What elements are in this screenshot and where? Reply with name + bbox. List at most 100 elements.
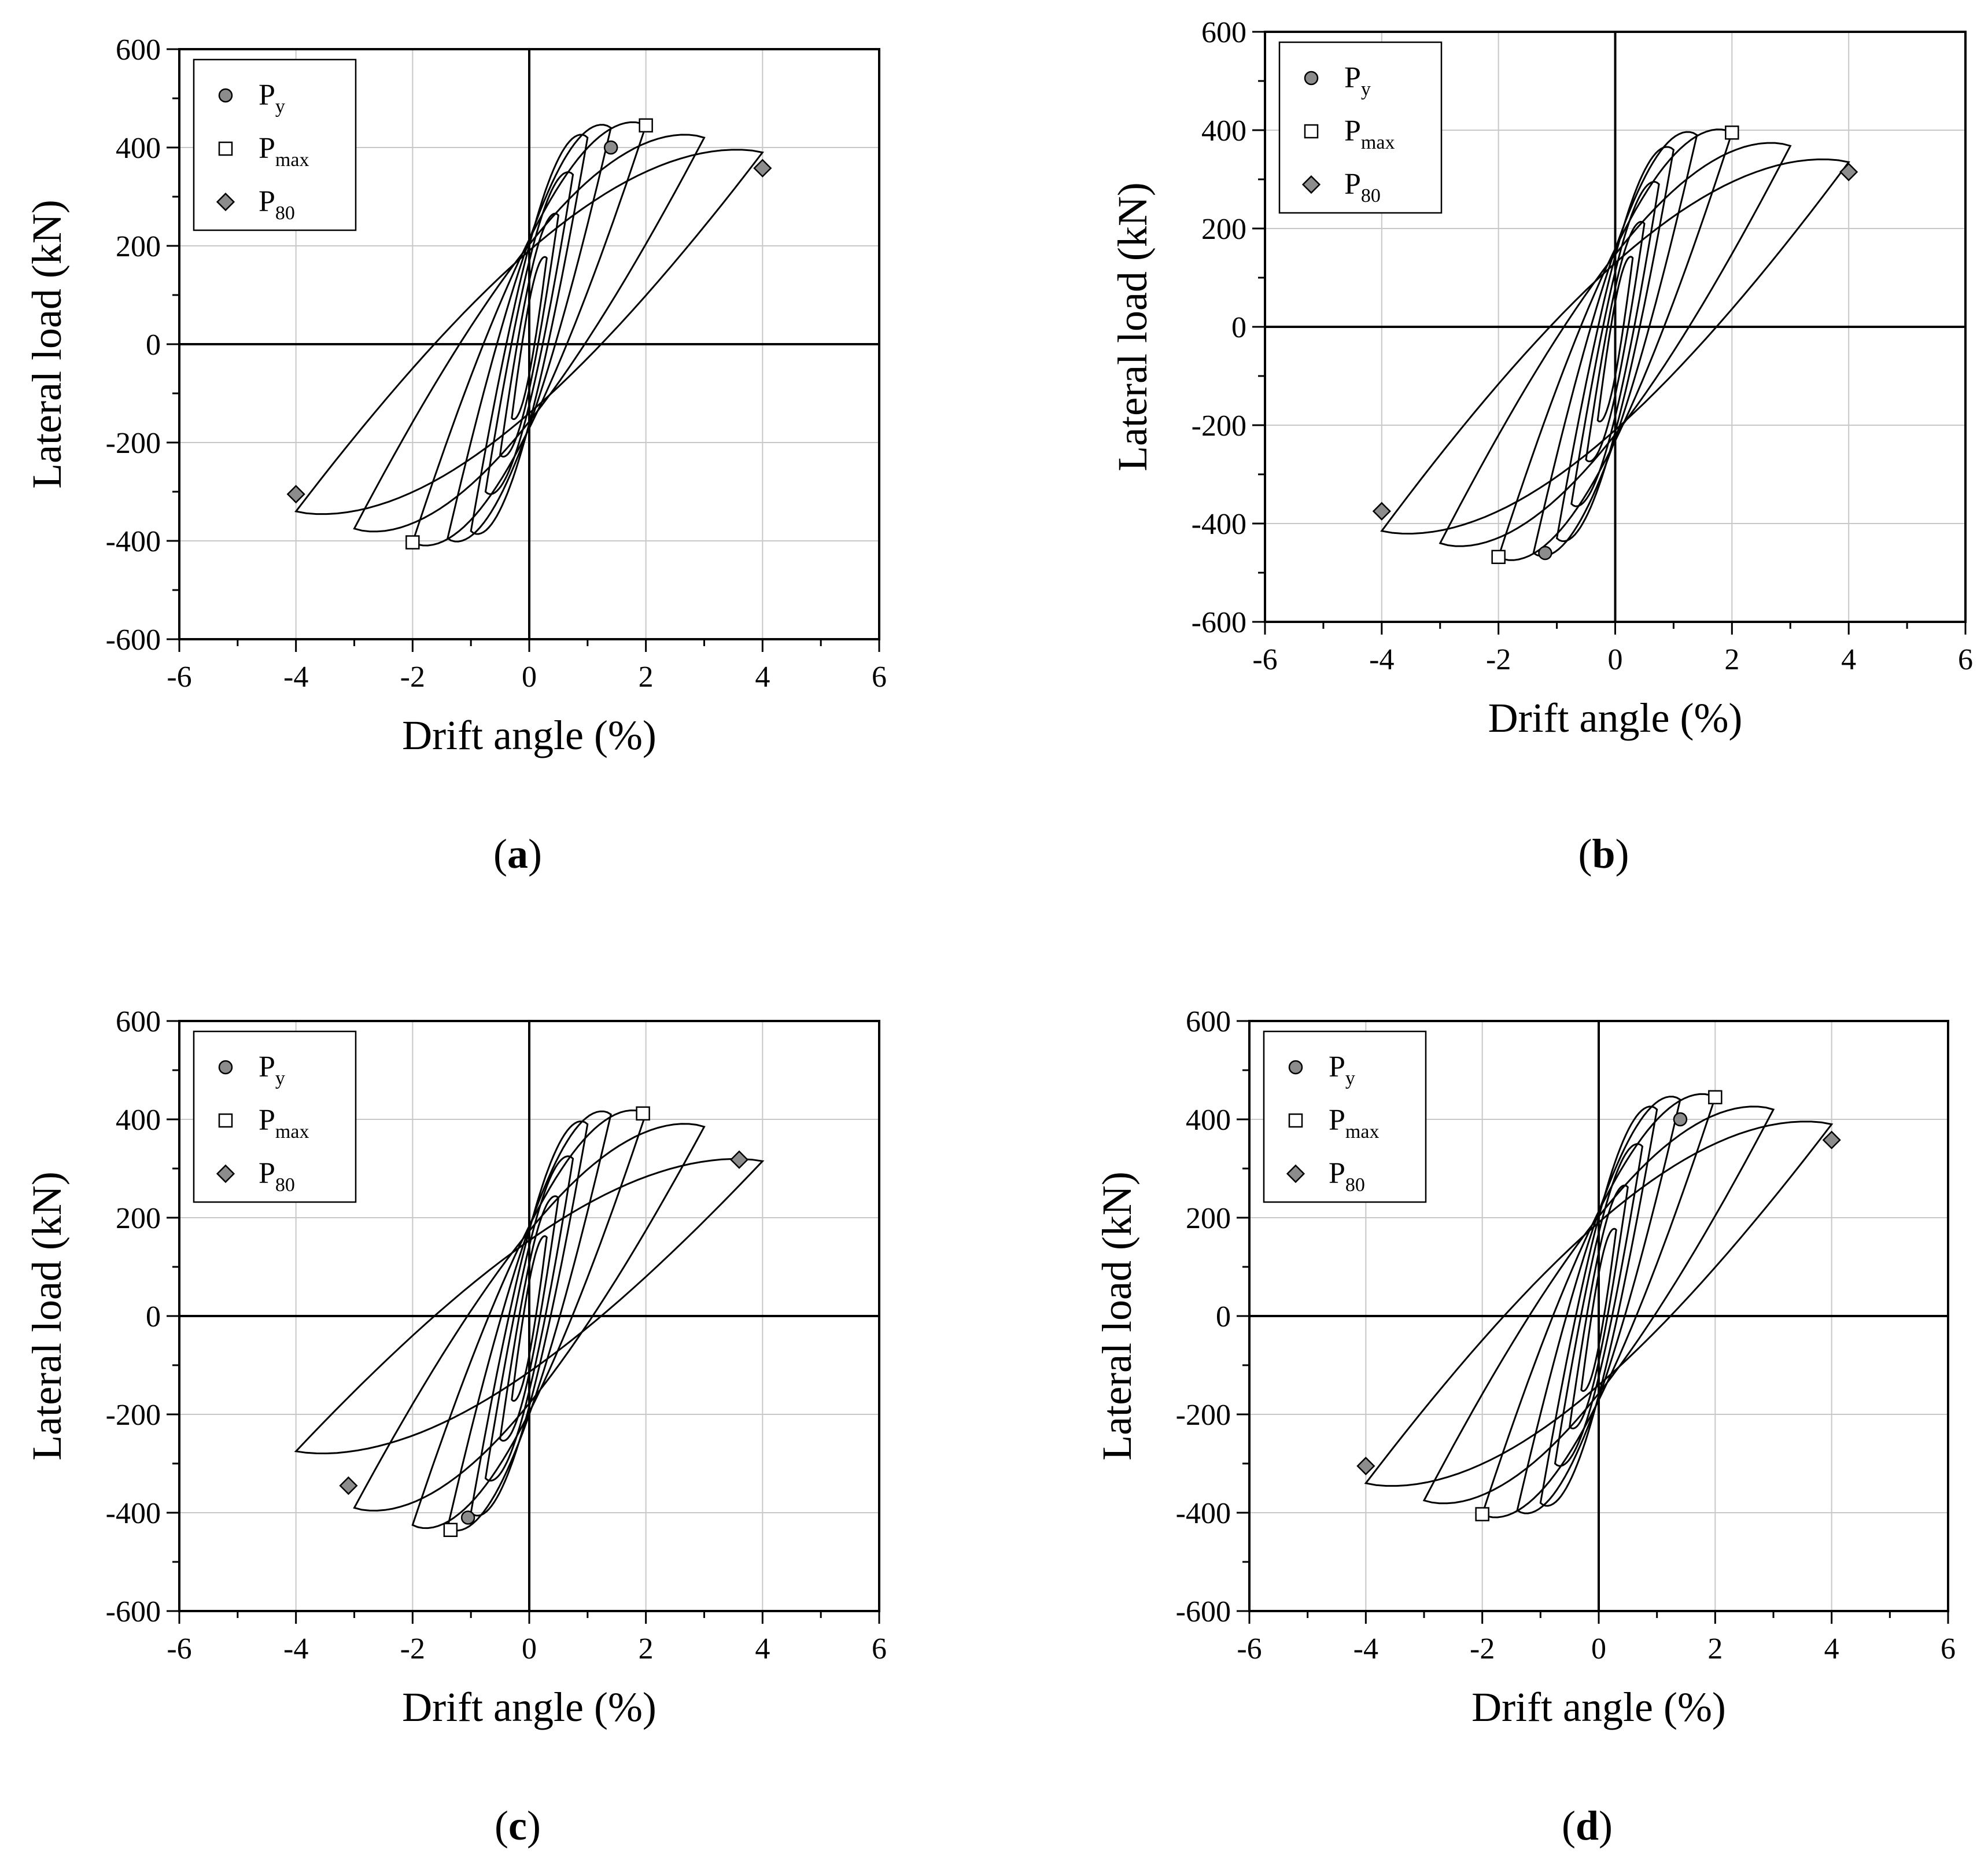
legend-label-py: Py xyxy=(1344,61,1371,100)
x-tick-label: -6 xyxy=(167,1632,191,1665)
legend-label-py: Py xyxy=(259,1051,285,1089)
marker-pmax xyxy=(1725,126,1739,140)
hysteresis-loop-2 xyxy=(1585,220,1646,463)
marker-pmax xyxy=(405,535,420,550)
y-tick-label: 600 xyxy=(116,34,161,67)
legend: Py Pmax P80 xyxy=(193,1030,357,1203)
y-tick-label: -600 xyxy=(1192,606,1246,639)
legend-marker-pmax xyxy=(1304,124,1319,139)
marker-p80 xyxy=(286,485,305,504)
hysteresis-loop-8 xyxy=(294,149,764,515)
legend-label-p80: P80 xyxy=(259,185,295,224)
marker-pmax xyxy=(1491,550,1506,565)
x-tick-label: 6 xyxy=(872,1632,887,1665)
y-tick-label: 400 xyxy=(116,1104,161,1137)
hysteresis-loop-8 xyxy=(294,1158,765,1455)
legend-label-pmax: Pmax xyxy=(259,132,309,171)
hysteresis-loop-2 xyxy=(499,1195,559,1442)
hysteresis-loop-4 xyxy=(470,134,589,535)
hysteresis-loop-1 xyxy=(1580,1228,1617,1392)
hysteresis-loop-3 xyxy=(1570,180,1660,507)
x-tick-label: 2 xyxy=(639,661,654,694)
y-tick-label: -200 xyxy=(1192,410,1246,443)
x-tick-label: 4 xyxy=(1824,1632,1839,1665)
legend-label-pmax: Pmax xyxy=(1329,1104,1379,1142)
marker-pmax xyxy=(1475,1507,1489,1521)
legend-marker-p80 xyxy=(216,192,235,212)
chart-panel-c: -6 -4 -2 0 2 4 6 600 400 200 0 -200 -400 -600 Drift an… xyxy=(24,1005,887,1849)
y-tick-label: 0 xyxy=(146,329,161,362)
y-tick-label: 400 xyxy=(1201,115,1246,148)
hysteresis-loop-4 xyxy=(1539,1105,1658,1507)
legend: Py Pmax P80 xyxy=(1263,1030,1427,1203)
x-axis-label: Drift angle (%) xyxy=(1488,695,1743,741)
chart-panel-a: -6 -4 -2 0 2 4 6 600 400 200 0 -200 -400 -600 Drift an… xyxy=(24,34,887,877)
marker-p80 xyxy=(729,1150,749,1169)
legend-marker-pmax xyxy=(1288,1113,1303,1128)
y-tick-label: 200 xyxy=(1201,213,1246,246)
marker-p80 xyxy=(1822,1130,1841,1149)
marker-p80 xyxy=(753,159,772,178)
hysteresis-loop-7 xyxy=(1439,142,1792,547)
hysteresis-loop-3 xyxy=(1554,1143,1644,1467)
x-tick-label: 4 xyxy=(755,1632,770,1665)
y-tick-label: -200 xyxy=(106,1399,161,1432)
hysteresis-loop-8 xyxy=(1364,1121,1834,1487)
hysteresis-loop-4 xyxy=(1555,146,1675,543)
panel-caption: (d) xyxy=(1562,1803,1613,1849)
y-tick-label: 400 xyxy=(116,132,161,165)
y-tick-label: -600 xyxy=(106,1595,161,1628)
hysteresis-loop-6 xyxy=(411,1109,647,1529)
y-tick-label: 0 xyxy=(1231,311,1246,344)
x-tick-label: 0 xyxy=(1608,643,1623,676)
x-tick-label: -2 xyxy=(400,661,425,694)
y-tick-label: 0 xyxy=(146,1300,161,1333)
chart-panel-b: -6 -4 -2 0 2 4 6 600 400 200 0 -200 -400 -600 Drift an… xyxy=(1109,16,1973,877)
marker-pmax xyxy=(443,1523,458,1537)
y-tick-label: 600 xyxy=(1201,16,1246,49)
x-tick-label: 4 xyxy=(755,661,770,694)
x-tick-label: 2 xyxy=(1724,643,1739,676)
legend-label-py: Py xyxy=(1329,1051,1355,1089)
y-tick-label: 600 xyxy=(116,1005,161,1038)
y-tick-label: -400 xyxy=(106,1497,161,1530)
marker-pmax xyxy=(1708,1090,1723,1104)
x-tick-label: -2 xyxy=(400,1632,425,1665)
marker-p80 xyxy=(1372,502,1391,521)
legend-label-p80: P80 xyxy=(1344,168,1381,207)
chart-panel-d: -6 -4 -2 0 2 4 6 600 400 200 0 -200 -400 -600 Drift an… xyxy=(1094,1005,1956,1849)
legend-marker-p80 xyxy=(1301,175,1321,194)
legend-label-p80: P80 xyxy=(259,1157,295,1196)
marker-py xyxy=(460,1510,475,1525)
panel-caption: (b) xyxy=(1578,831,1629,877)
x-tick-label: -2 xyxy=(1486,643,1511,676)
legend-label-pmax: Pmax xyxy=(1344,115,1395,153)
y-tick-label: -600 xyxy=(1176,1595,1231,1628)
y-tick-label: 200 xyxy=(116,1202,161,1235)
hysteresis-loop-1 xyxy=(511,256,548,421)
y-tick-label: 200 xyxy=(116,230,161,263)
marker-p80 xyxy=(339,1476,358,1495)
y-tick-label: 400 xyxy=(1186,1104,1231,1137)
hysteresis-loop-1 xyxy=(1596,256,1634,423)
x-tick-label: -6 xyxy=(167,661,191,694)
x-tick-label: 6 xyxy=(1941,1632,1956,1665)
x-tick-label: 2 xyxy=(639,1632,654,1665)
marker-pmax xyxy=(639,118,653,132)
y-tick-label: -400 xyxy=(1192,508,1246,541)
hysteresis-loop-3 xyxy=(484,171,574,495)
x-tick-label: 6 xyxy=(872,661,887,694)
legend-marker-pmax xyxy=(218,1113,233,1128)
x-tick-label: -4 xyxy=(283,1632,308,1665)
x-axis-label: Drift angle (%) xyxy=(402,712,656,758)
x-tick-label: -2 xyxy=(1470,1632,1495,1665)
marker-p80 xyxy=(1356,1457,1375,1476)
legend-label-pmax: Pmax xyxy=(259,1104,309,1142)
panel-caption: (a) xyxy=(493,831,542,877)
x-tick-label: 0 xyxy=(522,1632,537,1665)
marker-py xyxy=(1673,1112,1688,1127)
legend-marker-p80 xyxy=(216,1164,235,1184)
marker-pmax xyxy=(636,1106,650,1121)
y-axis-label: Lateral load (kN) xyxy=(1094,1171,1140,1461)
y-tick-label: -200 xyxy=(1176,1399,1231,1432)
